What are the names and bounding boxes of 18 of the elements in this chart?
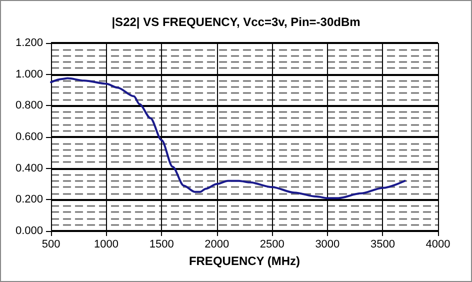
x-tick-label: 1500	[149, 238, 174, 250]
y-tick-label: 0.800	[15, 100, 43, 112]
x-tick-label: 3500	[370, 238, 395, 250]
y-tick-label: 0.200	[15, 194, 43, 206]
y-tick-label: 0.400	[15, 162, 43, 174]
line-series	[50, 77, 406, 200]
y-tick-label: 1.200	[15, 37, 43, 49]
x-tick-label: 3000	[315, 238, 340, 250]
y-tick-label: 0.000	[15, 225, 43, 237]
x-tick-label: 2500	[260, 238, 284, 250]
x-tick-label: 500	[42, 238, 60, 250]
y-tick-label: 0.600	[15, 131, 43, 143]
x-tick-label: 2000	[204, 238, 230, 250]
chart-title: |S22| VS FREQUENCY, Vcc=3v, Pin=-30dBm	[112, 15, 360, 29]
x-axis-title: FREQUENCY (MHz)	[188, 254, 300, 268]
y-tick-label: 1.000	[15, 68, 43, 80]
x-tick-label: 1000	[94, 238, 119, 250]
x-tick-label: 4000	[426, 238, 450, 250]
